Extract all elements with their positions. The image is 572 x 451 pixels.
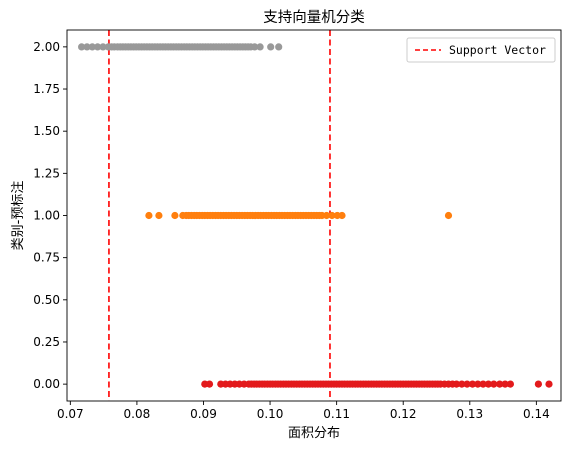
data-point (256, 43, 264, 51)
data-point (458, 380, 466, 388)
legend: Support Vector (406, 37, 556, 63)
data-point (501, 380, 509, 388)
data-point (474, 380, 482, 388)
data-point (506, 380, 514, 388)
data-point (323, 211, 331, 220)
data-point (251, 43, 259, 51)
y-tick-label: 0.25 (33, 335, 60, 349)
x-tick-label: 0.09 (190, 407, 217, 421)
x-tick-label: 0.14 (523, 407, 550, 421)
data-point (484, 380, 492, 388)
data-point (145, 211, 153, 220)
data-point (275, 43, 283, 51)
data-point (479, 380, 487, 388)
y-tick-label: 0.75 (33, 251, 60, 265)
x-tick-label: 0.11 (323, 407, 350, 421)
y-tick-label: 1.25 (33, 166, 60, 180)
data-point (171, 211, 179, 220)
data-point (78, 43, 86, 51)
data-point (155, 211, 163, 220)
x-tick-label: 0.12 (390, 407, 417, 421)
x-tick-label: 0.08 (124, 407, 151, 421)
data-point (88, 43, 96, 51)
legend-support-vector-label: Support Vector (449, 43, 546, 57)
y-axis-label: 类别-预标注 (11, 181, 26, 251)
x-tick-label: 0.13 (456, 407, 483, 421)
x-axis-ticks: 0.07 0.08 0.09 0.10 0.11 0.12 0.13 0.14 (57, 401, 550, 421)
y-tick-label: 1.00 (33, 209, 60, 223)
y-tick-label: 0.00 (33, 377, 60, 391)
data-point (496, 380, 504, 388)
data-point (463, 380, 471, 388)
legend-box (406, 37, 556, 63)
x-tick-label: 0.10 (257, 407, 284, 421)
data-point (94, 43, 102, 51)
y-tick-label: 1.50 (33, 124, 60, 138)
y-tick-label: 2.00 (33, 40, 60, 54)
data-point (338, 211, 346, 220)
chart-title: 支持向量机分类 (263, 9, 365, 26)
y-tick-label: 0.50 (33, 293, 60, 307)
data-point (468, 380, 477, 388)
data-point (452, 380, 461, 388)
data-point (444, 211, 453, 220)
data-point (83, 43, 91, 51)
data-point (545, 380, 553, 388)
data-point (267, 43, 275, 51)
data-point (205, 380, 214, 388)
scatter-points (78, 43, 553, 388)
data-point (490, 380, 498, 388)
y-tick-label: 1.75 (33, 82, 60, 96)
data-point (328, 211, 336, 220)
data-point (99, 43, 107, 51)
x-axis-label: 面积分布 (288, 426, 340, 441)
data-point (534, 380, 543, 388)
y-axis-ticks: 0.00 0.25 0.50 0.75 1.00 1.25 1.50 1.75 2.00 (33, 40, 67, 391)
x-tick-label: 0.07 (57, 407, 84, 421)
